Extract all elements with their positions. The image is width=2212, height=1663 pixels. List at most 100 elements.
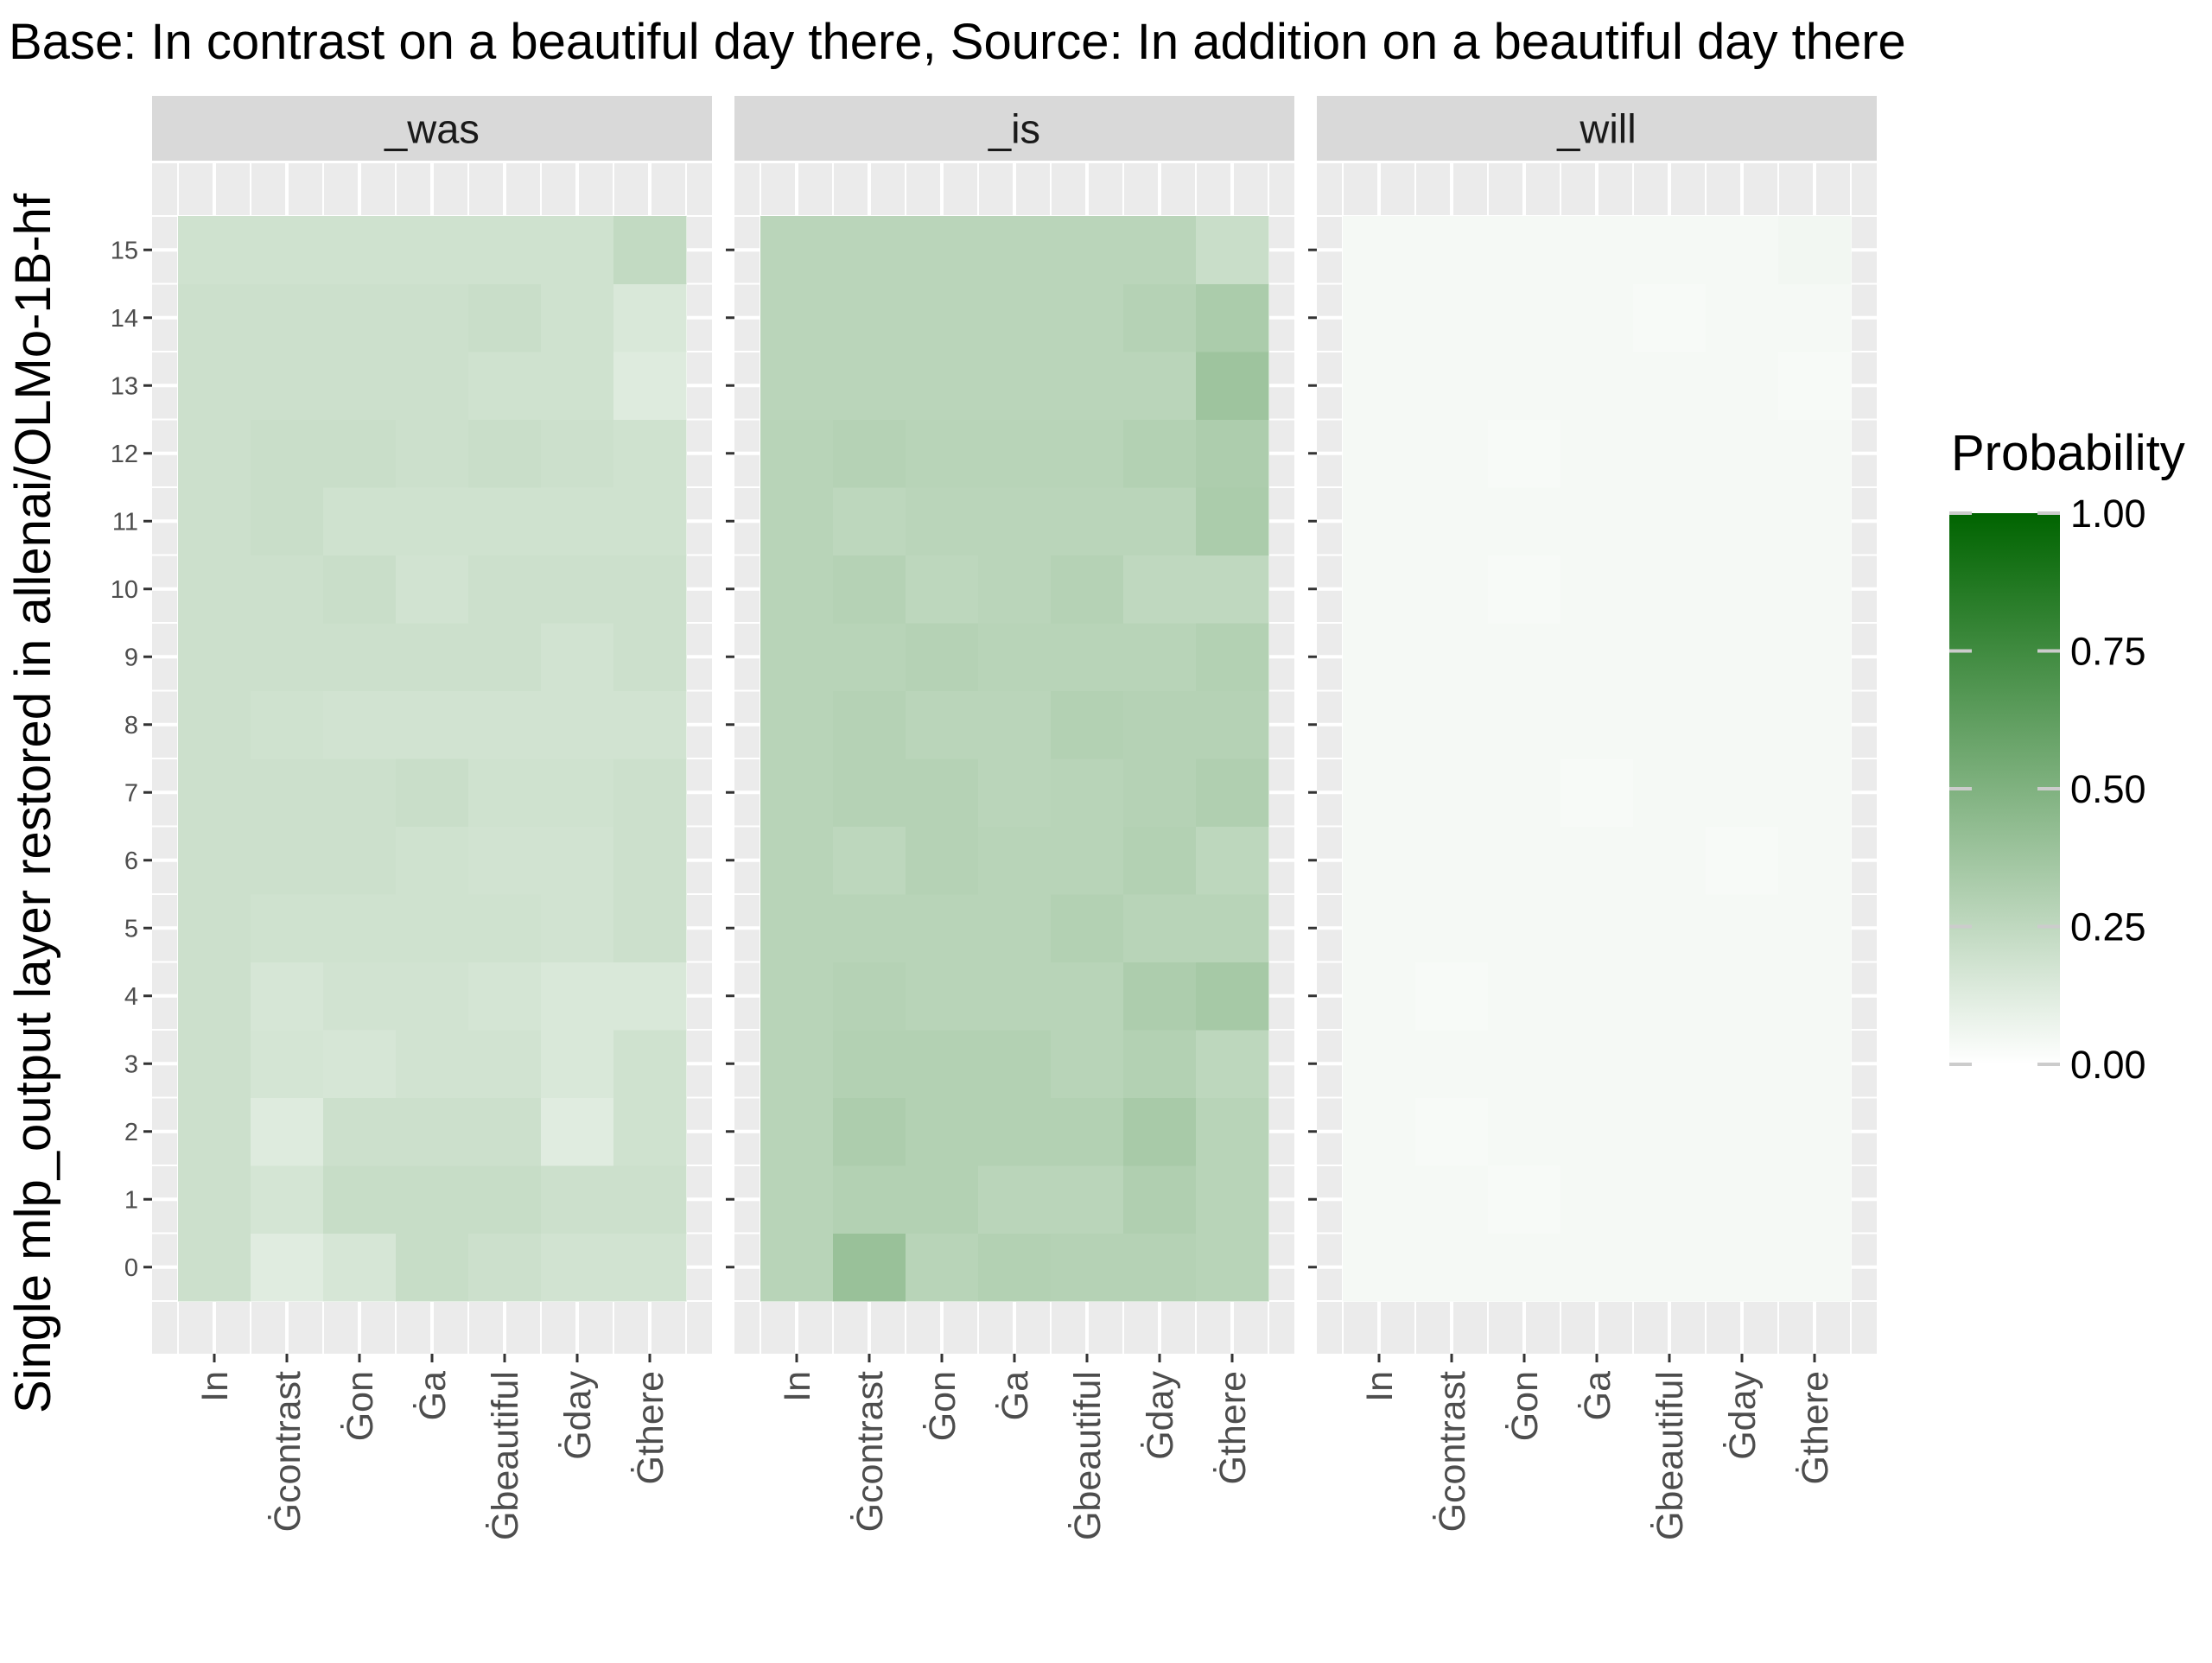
heatmap-cell	[1415, 352, 1489, 420]
heatmap-cell	[833, 894, 906, 962]
heatmap-cell	[1196, 962, 1269, 1031]
heatmap-cell	[468, 1030, 542, 1098]
heatmap-cell	[760, 283, 834, 352]
x-tick-label: Ġthere	[1212, 1371, 1254, 1484]
heatmap-cell	[1778, 283, 1852, 352]
heatmap-cell	[1415, 894, 1489, 962]
heatmap-cell	[1123, 487, 1197, 555]
heatmap-cell	[906, 352, 979, 420]
heatmap-cell	[1778, 759, 1852, 827]
heatmap-cell	[760, 1097, 834, 1166]
heatmap-cell	[1196, 352, 1269, 420]
heatmap-cell	[1051, 962, 1124, 1031]
heatmap-cell	[251, 216, 324, 284]
heatmap-cell	[178, 623, 251, 691]
heatmap-cell	[906, 419, 979, 488]
heatmap-cell	[541, 1030, 614, 1098]
heatmap-cell	[1706, 555, 1779, 624]
heatmap-cell	[1123, 759, 1197, 827]
heatmap-cell	[251, 1165, 324, 1234]
heatmap-cell	[1560, 894, 1634, 962]
facet-panel-will: _will In Ġcontrast Ġon Ġa Ġbeautiful Ġday Ġther…	[1308, 96, 1877, 1540]
heatmap-cell	[1415, 962, 1489, 1031]
heatmap-cell	[1123, 283, 1197, 352]
heatmap-cell	[1778, 1030, 1852, 1098]
heatmap-cell	[906, 826, 979, 895]
heatmap-cell	[1560, 352, 1634, 420]
heatmap-cell	[978, 623, 1052, 691]
heatmap-cell	[178, 283, 251, 352]
heatmap-cell	[1123, 555, 1197, 624]
heatmap-cell	[1633, 487, 1707, 555]
heatmap-cell	[1633, 826, 1707, 895]
heatmap-cell	[1415, 419, 1489, 488]
x-tick-label: Ġday	[1140, 1371, 1181, 1460]
heatmap-cell	[1488, 690, 1561, 759]
heatmap-cell	[833, 962, 906, 1031]
legend-tick-label: 1.00	[2070, 492, 2146, 536]
heatmap-cell	[833, 1233, 906, 1302]
heatmap-cell	[760, 352, 834, 420]
heatmap-cell	[978, 487, 1052, 555]
heatmap-cell	[613, 623, 687, 691]
heatmap-cell	[1343, 283, 1416, 352]
heatmap-cell	[396, 894, 469, 962]
heatmap-cell	[1051, 826, 1124, 895]
heatmap-cell	[1560, 759, 1634, 827]
heatmap-cell	[541, 1233, 614, 1302]
x-tick-label: Ġbeautiful	[1067, 1371, 1109, 1540]
legend: 1.00 0.75 0.50 0.25 0.00	[1949, 492, 2146, 1087]
heatmap-cell	[251, 1030, 324, 1098]
heatmap-cell	[1196, 555, 1269, 624]
heatmap-cell	[1778, 962, 1852, 1031]
heatmap-cell	[1778, 894, 1852, 962]
heatmap-cell	[323, 759, 397, 827]
heatmap-cell	[178, 690, 251, 759]
heatmap-cell	[178, 1097, 251, 1166]
heatmap-cell	[1633, 690, 1707, 759]
heatmap-cell	[906, 962, 979, 1031]
heatmap-cell	[1343, 352, 1416, 420]
heatmap-cell	[468, 555, 542, 624]
heatmap-cell	[1560, 487, 1634, 555]
heatmap-cell	[833, 623, 906, 691]
heatmap-cell	[251, 1233, 324, 1302]
heatmap-cell	[1196, 623, 1269, 691]
heatmap-cell	[323, 1233, 397, 1302]
heatmap-cell	[396, 555, 469, 624]
y-tick-label: 5	[124, 915, 138, 943]
heatmap-cell	[1778, 690, 1852, 759]
heatmap-cell	[906, 759, 979, 827]
heatmap-cell	[1415, 216, 1489, 284]
heatmap-cell	[1051, 283, 1124, 352]
heatmap-cell	[1706, 826, 1779, 895]
heatmap-cell	[1415, 826, 1489, 895]
heatmap-cell	[1196, 1030, 1269, 1098]
y-tick-label: 9	[124, 644, 138, 671]
heatmap-cell	[1706, 1233, 1779, 1302]
heatmap-cell	[613, 690, 687, 759]
heatmap-cell	[1415, 759, 1489, 827]
heatmap-cell	[1706, 216, 1779, 284]
heatmap-cell	[1633, 623, 1707, 691]
heatmap-cell	[1560, 690, 1634, 759]
heatmap-cell	[833, 1097, 906, 1166]
heatmap-cell	[1633, 216, 1707, 284]
heatmap-cell	[468, 690, 542, 759]
heatmap-cell	[1123, 826, 1197, 895]
heatmap-cell	[1633, 894, 1707, 962]
legend-title: Probability	[1951, 425, 2185, 481]
heatmap-cell	[833, 1165, 906, 1234]
heatmap-cell	[323, 1097, 397, 1166]
heatmap-cell	[613, 962, 687, 1031]
heatmap-cell	[1560, 962, 1634, 1031]
heatmap-cell	[1343, 1030, 1416, 1098]
heatmap-cell	[613, 216, 687, 284]
heatmap-cell	[1633, 419, 1707, 488]
heatmap-cell	[1706, 759, 1779, 827]
heatmap-cell	[1123, 1097, 1197, 1166]
heatmap-cell	[1488, 826, 1561, 895]
heatmap-cell	[1123, 962, 1197, 1031]
y-tick-label: 8	[124, 712, 138, 739]
